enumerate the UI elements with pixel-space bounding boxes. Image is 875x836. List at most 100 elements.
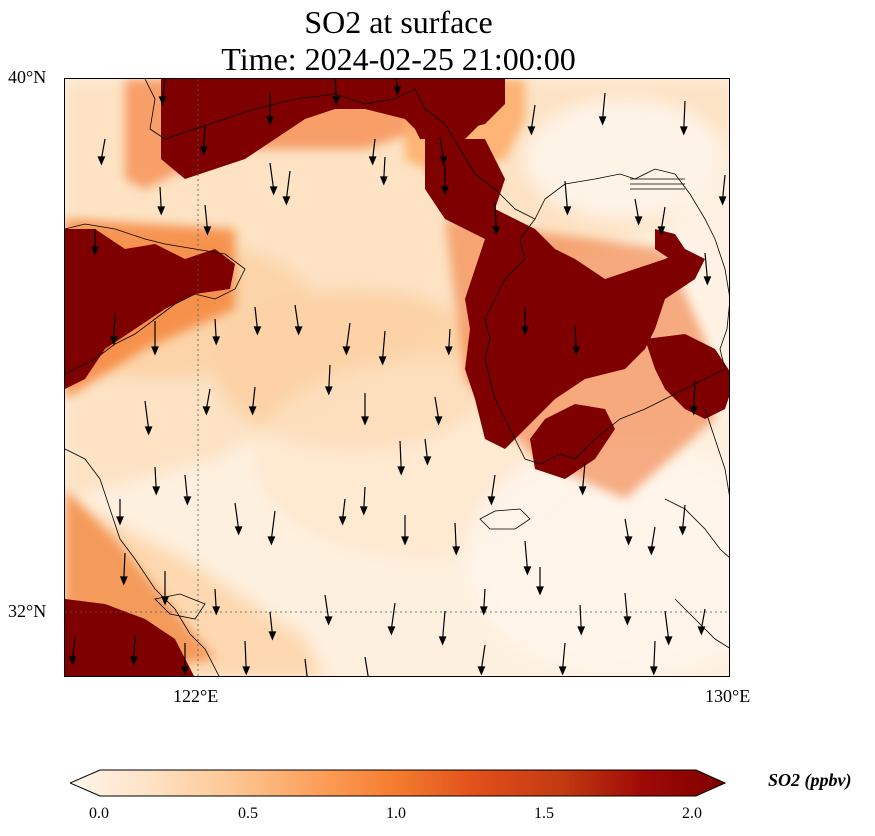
wind-arrow-head — [342, 346, 351, 356]
wind-arrow-shaft — [162, 79, 166, 100]
wind-arrow-shaft — [342, 498, 346, 520]
wind-arrow-head — [181, 666, 189, 676]
wind-arrow-shaft — [184, 474, 188, 500]
wind-arrow-head — [572, 346, 581, 356]
lon-label-130e: 130°E — [705, 686, 751, 706]
wind-arrow-head — [444, 346, 453, 356]
wind-arrow-shaft — [269, 611, 273, 635]
wind-arrow-head — [266, 116, 274, 126]
wind-arrow-head — [487, 496, 496, 506]
wind-arrow-shaft — [683, 100, 686, 130]
wind-arrow-shaft — [304, 658, 308, 676]
wind-arrow-head — [438, 636, 447, 646]
wind-arrow-head — [129, 656, 138, 666]
wind-arrow-head — [338, 516, 347, 526]
wind-arrow-shaft — [650, 526, 656, 550]
wind-arrow-head — [109, 336, 118, 346]
wind-arrow-head — [689, 406, 698, 416]
wind-arrow-head — [697, 626, 706, 636]
wind-arrow-head — [253, 326, 262, 336]
wind-arrow-shaft — [204, 204, 208, 230]
wind-arrow-shaft — [294, 304, 300, 330]
wind-arrow-head — [523, 566, 532, 576]
wind-arrow-shaft — [602, 92, 606, 120]
wind-arrow-shaft — [269, 162, 275, 190]
wind-arrow-shaft — [324, 594, 330, 620]
lat-label-32n: 32°N — [8, 601, 47, 621]
colorbar-tick-2: 1.0 — [386, 805, 406, 822]
wind-arrow-head — [157, 206, 166, 216]
wind-arrow-shaft — [144, 400, 150, 430]
wind-arrow-head — [144, 426, 153, 436]
colorbar-gradient — [70, 769, 726, 797]
wind-arrow-head — [477, 666, 486, 676]
wind-arrow-head — [423, 456, 432, 466]
wind-arrow-head — [97, 156, 106, 166]
wind-arrow-shaft — [334, 79, 337, 100]
wind-arrow-shaft — [364, 656, 369, 676]
wind-arrow-head — [161, 596, 169, 606]
map-panel — [64, 78, 730, 677]
wind-arrow-shaft — [203, 124, 206, 150]
wind-arrow-head — [119, 576, 128, 586]
wind-arrow-shaft — [624, 518, 630, 540]
chart-title-line1: SO2 at surface — [304, 4, 493, 40]
wind-arrow-head — [536, 586, 544, 596]
wind-arrow-shaft — [434, 396, 440, 420]
wind-arrow-shaft — [483, 588, 486, 610]
wind-arrow-head — [248, 406, 257, 416]
wind-arrow-head — [679, 126, 688, 136]
wind-arrow-head — [527, 126, 536, 136]
lat-label-40n: 40°N — [8, 67, 47, 87]
wind-arrow-head — [479, 606, 488, 616]
wind-arrow-head — [492, 226, 501, 236]
wind-arrow-shaft — [664, 610, 670, 640]
wind-arrow-head — [234, 526, 243, 536]
wind-arrow-shaft — [234, 502, 240, 530]
wind-arrow-shaft — [390, 602, 396, 630]
wind-arrow-head — [203, 226, 212, 236]
wind-arrow-head — [657, 226, 666, 236]
gridlines — [65, 79, 729, 676]
wind-arrow-shaft — [254, 306, 258, 330]
wind-arrow-head — [439, 156, 448, 166]
wind-arrow-head — [269, 186, 278, 196]
wind-arrow-shaft — [395, 79, 398, 90]
wind-arrow-head — [441, 186, 449, 196]
lon-label-122e: 122°E — [173, 686, 219, 706]
wind-arrow-shaft — [722, 174, 726, 200]
map-canvas — [65, 79, 729, 676]
wind-arrow-head — [378, 356, 387, 366]
wind-arrow-shaft — [490, 474, 496, 500]
wind-arrow-head — [649, 666, 658, 676]
wind-arrow-head — [623, 616, 632, 626]
wind-arrow-shaft — [442, 610, 446, 640]
wind-arrow-shaft — [448, 328, 451, 350]
wind-arrow-shaft — [494, 202, 497, 230]
wind-arrow-shaft — [328, 364, 331, 390]
wind-arrow-shaft — [214, 318, 217, 340]
wind-arrow-head — [558, 666, 567, 676]
colorbar-tick-3: 1.5 — [534, 805, 554, 822]
wind-arrow-head — [664, 636, 673, 646]
wind-arrow-head — [294, 326, 303, 336]
wind-arrow-head — [361, 416, 369, 426]
wind-arrow-shaft — [399, 440, 402, 470]
wind-arrow-head — [598, 116, 607, 126]
wind-arrow-shaft — [693, 380, 696, 410]
wind-arrow-head — [359, 506, 368, 516]
wind-arrow-shaft — [244, 640, 247, 670]
wind-arrow-head — [267, 536, 276, 546]
wind-arrow-shaft — [345, 322, 351, 350]
wind-arrow-head — [401, 536, 409, 546]
wind-arrow-shaft — [113, 312, 116, 340]
wind-arrow-head — [718, 196, 727, 206]
wind-arrow-shaft — [252, 386, 256, 410]
wind-arrow-shaft — [214, 588, 217, 610]
wind-arrow-head — [212, 606, 221, 616]
wind-arrow-head — [647, 546, 656, 556]
wind-arrow-shaft — [100, 138, 106, 160]
wind-arrow-head — [212, 336, 221, 346]
wind-arrow-shaft — [562, 642, 566, 670]
wind-arrow-head — [199, 146, 208, 156]
